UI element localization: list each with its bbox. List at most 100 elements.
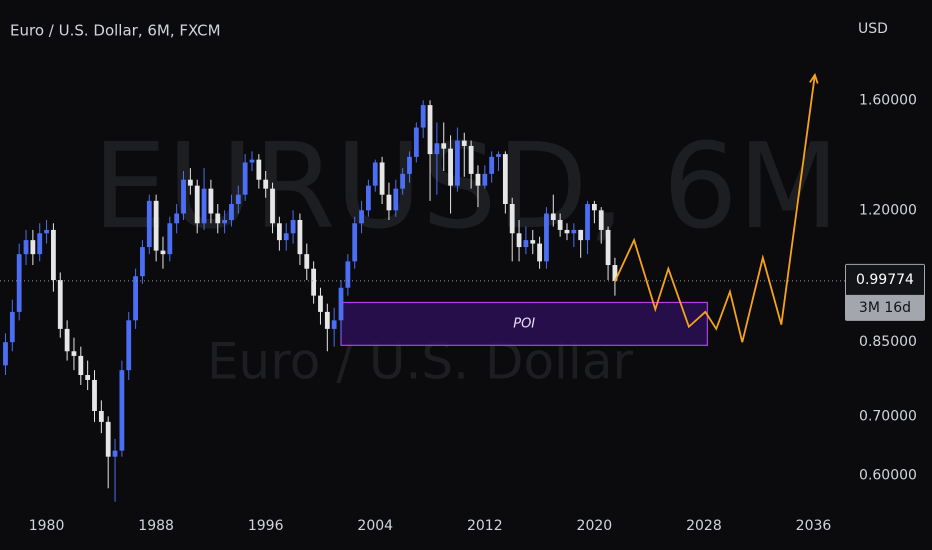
candle-body [78,355,84,376]
candle-body [352,223,358,262]
candle-body [496,154,501,157]
candle-body [174,213,180,224]
candle-body [372,162,378,186]
candle-body [578,229,584,241]
candle-body [537,243,542,262]
candle-body [30,240,36,255]
candle-body [9,311,15,343]
candle-body [509,203,515,234]
candle-body [105,421,111,457]
candle-body [3,342,8,366]
candle-body [461,140,467,146]
chart-title: Euro / U.S. Dollar, 6M, FXCM [10,22,221,40]
y-tick-label: 0.60000 [859,467,917,483]
candle-body [126,320,132,371]
candle-body [612,265,618,281]
last-price-top [846,264,924,295]
candle-body [160,250,166,255]
x-tick-label: 1996 [248,518,284,534]
x-tick-label: 2036 [796,518,832,534]
candle-body [489,156,495,174]
candle-body [229,203,234,220]
x-tick-label: 2012 [467,518,503,534]
candle-body [92,379,97,411]
candle-body [564,229,570,234]
candle-body [544,213,549,262]
candle-body [85,375,91,380]
candle-body [502,154,508,204]
candle-body [51,229,56,281]
candle-body [591,203,597,211]
y-tick-label: 0.85000 [859,334,917,350]
plot-area: POI [0,72,845,502]
candle-body [133,276,138,321]
candle-body [194,185,200,224]
x-tick-label: 1980 [29,518,65,534]
candle-body [393,188,399,211]
candle-body [386,194,392,211]
candle-body [427,105,433,155]
candle-body [441,143,447,149]
candle-body [475,173,481,186]
candle-body [585,203,590,241]
x-tick-label: 2004 [357,518,393,534]
candle-body [455,140,460,186]
countdown-label: 3M 16d [859,300,911,316]
candle-body [57,280,63,329]
candle-body [276,223,282,241]
candle-body [222,219,227,224]
y-tick-label: 1.20000 [859,202,917,218]
candle-body [270,188,275,224]
x-tick-label: 1988 [138,518,174,534]
last-price-label: 0.99774 [856,272,914,288]
candle-body [215,213,221,224]
y-tick-label: 1.60000 [859,92,917,108]
candle-body [290,219,296,234]
candle-body [557,219,563,230]
candle-body [338,287,344,321]
candle-body [311,268,317,296]
candle-body [283,233,289,241]
candle-body [304,254,310,269]
candle-body [146,200,152,248]
candle-body [598,210,604,230]
candle-body [187,179,193,186]
candle-body [256,159,262,180]
candle-body [297,219,303,255]
forecast-line [614,74,816,343]
candle-body [530,240,536,244]
candle-body [434,143,440,155]
currency-label: USD [858,21,888,37]
candle-body [263,179,269,189]
candle-body [242,162,248,195]
candle-body [140,247,145,277]
forecast-arrowhead [809,72,819,84]
candle-body [379,162,385,195]
candle-body [448,148,453,186]
candle-body [400,173,406,189]
candle-body [420,105,426,128]
candle-body [23,240,29,255]
candle-body [167,223,173,255]
candle-body [201,188,207,224]
candle-body [64,328,70,352]
candle-body [331,320,337,329]
x-tick-label: 2028 [686,518,722,534]
candle-body [98,410,104,422]
candle-body [571,229,577,234]
x-tick-label: 2020 [577,518,613,534]
poi-zone [340,301,708,346]
candle-body [482,173,488,186]
candle-body [516,233,522,248]
candle-body [153,200,159,251]
candle-body [345,261,351,288]
candle-body [366,185,371,211]
poi-label: POI [513,316,535,331]
candle-body [181,179,186,214]
candle-body [523,240,529,248]
candle-body [37,233,43,255]
candle-body [550,213,556,220]
candle-body [71,351,77,356]
